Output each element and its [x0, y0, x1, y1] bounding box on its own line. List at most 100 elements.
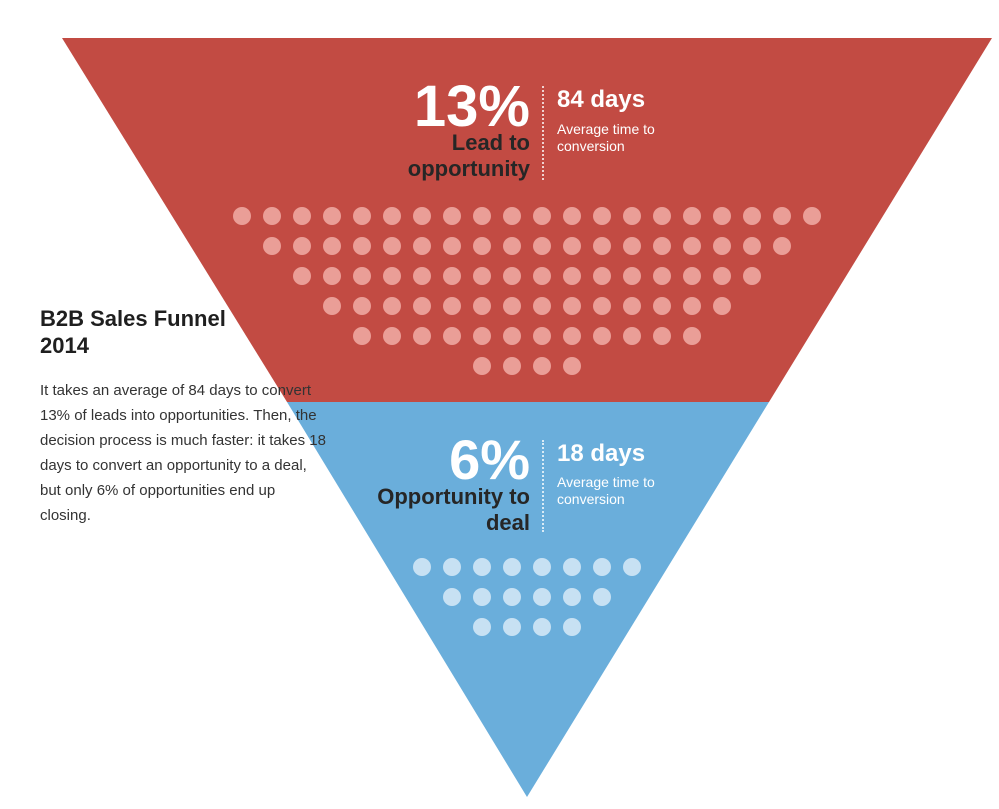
lead-dot: [593, 267, 611, 285]
lead-dot: [353, 327, 371, 345]
lead-dots: [233, 207, 821, 375]
lead-dot: [773, 207, 791, 225]
opportunity-dot: [563, 558, 581, 576]
lead-dot: [563, 297, 581, 315]
stage-2-label: Opportunity to deal: [377, 484, 530, 535]
funnel-stage-lead-to-opportunity: [62, 38, 992, 402]
lead-dot: [623, 267, 641, 285]
lead-dot: [263, 207, 281, 225]
lead-dot: [323, 207, 341, 225]
lead-dot: [533, 357, 551, 375]
lead-dot: [593, 297, 611, 315]
lead-dot: [743, 267, 761, 285]
lead-dot: [503, 357, 521, 375]
lead-dot: [383, 237, 401, 255]
lead-dot: [323, 297, 341, 315]
opportunity-dot: [503, 618, 521, 636]
lead-dot: [473, 237, 491, 255]
lead-dot: [503, 207, 521, 225]
lead-dot: [353, 237, 371, 255]
lead-dot: [473, 327, 491, 345]
lead-dot: [623, 297, 641, 315]
opportunity-dot: [413, 558, 431, 576]
opportunity-dot: [533, 558, 551, 576]
side-description: It takes an average of 84 days to conver…: [40, 382, 326, 524]
opportunity-dot: [503, 588, 521, 606]
lead-dot: [773, 237, 791, 255]
lead-dot: [443, 297, 461, 315]
lead-dot: [713, 267, 731, 285]
lead-dot: [533, 327, 551, 345]
lead-dot: [623, 207, 641, 225]
lead-dot: [263, 237, 281, 255]
lead-dot: [473, 267, 491, 285]
lead-dot: [683, 237, 701, 255]
lead-dot: [383, 327, 401, 345]
lead-dot: [293, 267, 311, 285]
lead-dot: [563, 237, 581, 255]
lead-dot: [563, 327, 581, 345]
lead-dot: [413, 237, 431, 255]
lead-dot: [683, 327, 701, 345]
lead-dot: [563, 267, 581, 285]
lead-dot: [563, 357, 581, 375]
lead-dot: [473, 297, 491, 315]
lead-dot: [653, 207, 671, 225]
lead-dot: [353, 297, 371, 315]
lead-dot: [353, 207, 371, 225]
lead-dot: [593, 327, 611, 345]
stage-2-days-caption: Average time to conversion: [557, 474, 655, 507]
lead-dot: [653, 267, 671, 285]
lead-dot: [233, 207, 251, 225]
lead-dot: [383, 207, 401, 225]
lead-dot: [443, 327, 461, 345]
lead-dot: [323, 267, 341, 285]
lead-dot: [353, 267, 371, 285]
lead-dot: [623, 327, 641, 345]
lead-dot: [593, 237, 611, 255]
lead-dot: [593, 207, 611, 225]
lead-dot: [743, 207, 761, 225]
lead-dot: [713, 297, 731, 315]
lead-dot: [473, 207, 491, 225]
stage-1-days: 84 days: [557, 86, 646, 113]
lead-dot: [323, 237, 341, 255]
lead-dot: [533, 267, 551, 285]
lead-dot: [503, 327, 521, 345]
lead-dot: [743, 237, 761, 255]
opportunity-dot: [443, 558, 461, 576]
lead-dot: [713, 237, 731, 255]
stage-2-percent: 6%: [449, 428, 530, 491]
stage-1-label: Lead to opportunity: [407, 130, 530, 181]
opportunity-dots: [413, 558, 641, 636]
stage-2-days: 18 days: [557, 440, 646, 467]
lead-dot: [383, 297, 401, 315]
lead-dot: [413, 207, 431, 225]
opportunity-dot: [623, 558, 641, 576]
opportunity-dot: [473, 618, 491, 636]
opportunity-dot: [563, 618, 581, 636]
lead-dot: [413, 267, 431, 285]
lead-dot: [653, 237, 671, 255]
stage-1-percent: 13%: [413, 74, 530, 139]
opportunity-dot: [503, 558, 521, 576]
opportunity-dot: [533, 588, 551, 606]
lead-dot: [503, 237, 521, 255]
lead-dot: [413, 327, 431, 345]
opportunity-dot: [443, 588, 461, 606]
lead-dot: [653, 327, 671, 345]
lead-dot: [653, 297, 671, 315]
lead-dot: [533, 207, 551, 225]
lead-dot: [803, 207, 821, 225]
side-title: B2B Sales Funnel 2014: [40, 306, 226, 358]
lead-dot: [533, 237, 551, 255]
opportunity-dot: [593, 558, 611, 576]
lead-dot: [683, 207, 701, 225]
lead-dot: [683, 267, 701, 285]
funnel-stage-opportunity-to-deal: [287, 402, 769, 797]
opportunity-dot: [473, 588, 491, 606]
opportunity-dot: [593, 588, 611, 606]
lead-dot: [443, 207, 461, 225]
stage-2-divider: [542, 440, 544, 532]
lead-dot: [563, 207, 581, 225]
